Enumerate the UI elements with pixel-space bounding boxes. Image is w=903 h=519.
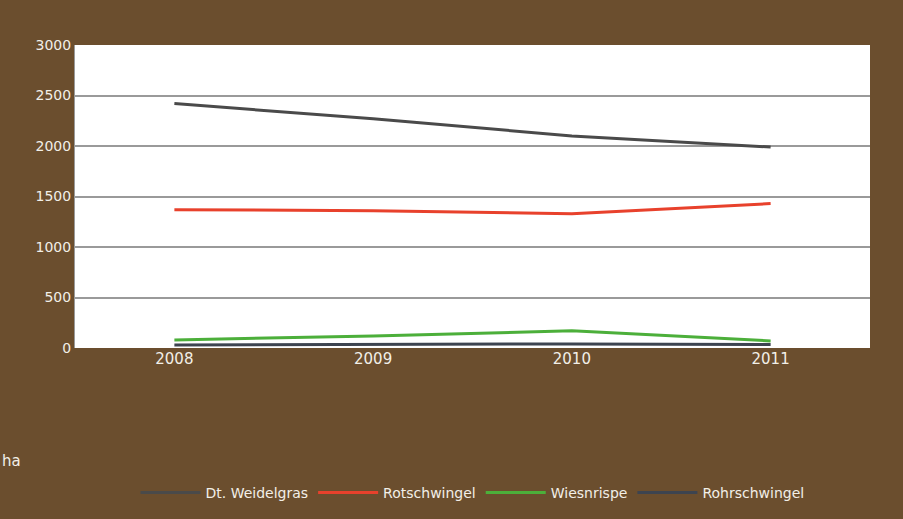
svg-text:Rotschwingel: Rotschwingel [383, 485, 476, 501]
svg-text:500: 500 [44, 289, 71, 305]
svg-text:3000: 3000 [36, 37, 72, 53]
svg-text:0: 0 [62, 340, 71, 356]
svg-text:1000: 1000 [36, 239, 72, 255]
svg-text:Dt. Weidelgras: Dt. Weidelgras [206, 485, 309, 501]
svg-text:2008: 2008 [155, 350, 193, 368]
svg-text:2010: 2010 [553, 350, 591, 368]
svg-text:2500: 2500 [36, 87, 72, 103]
svg-text:2000: 2000 [36, 138, 72, 154]
svg-text:2011: 2011 [752, 350, 790, 368]
svg-text:Wiesnrispe: Wiesnrispe [551, 485, 628, 501]
svg-text:ha: ha [2, 452, 21, 470]
svg-text:Rohrschwingel: Rohrschwingel [702, 485, 804, 501]
svg-text:1500: 1500 [36, 188, 72, 204]
svg-text:2009: 2009 [354, 350, 392, 368]
